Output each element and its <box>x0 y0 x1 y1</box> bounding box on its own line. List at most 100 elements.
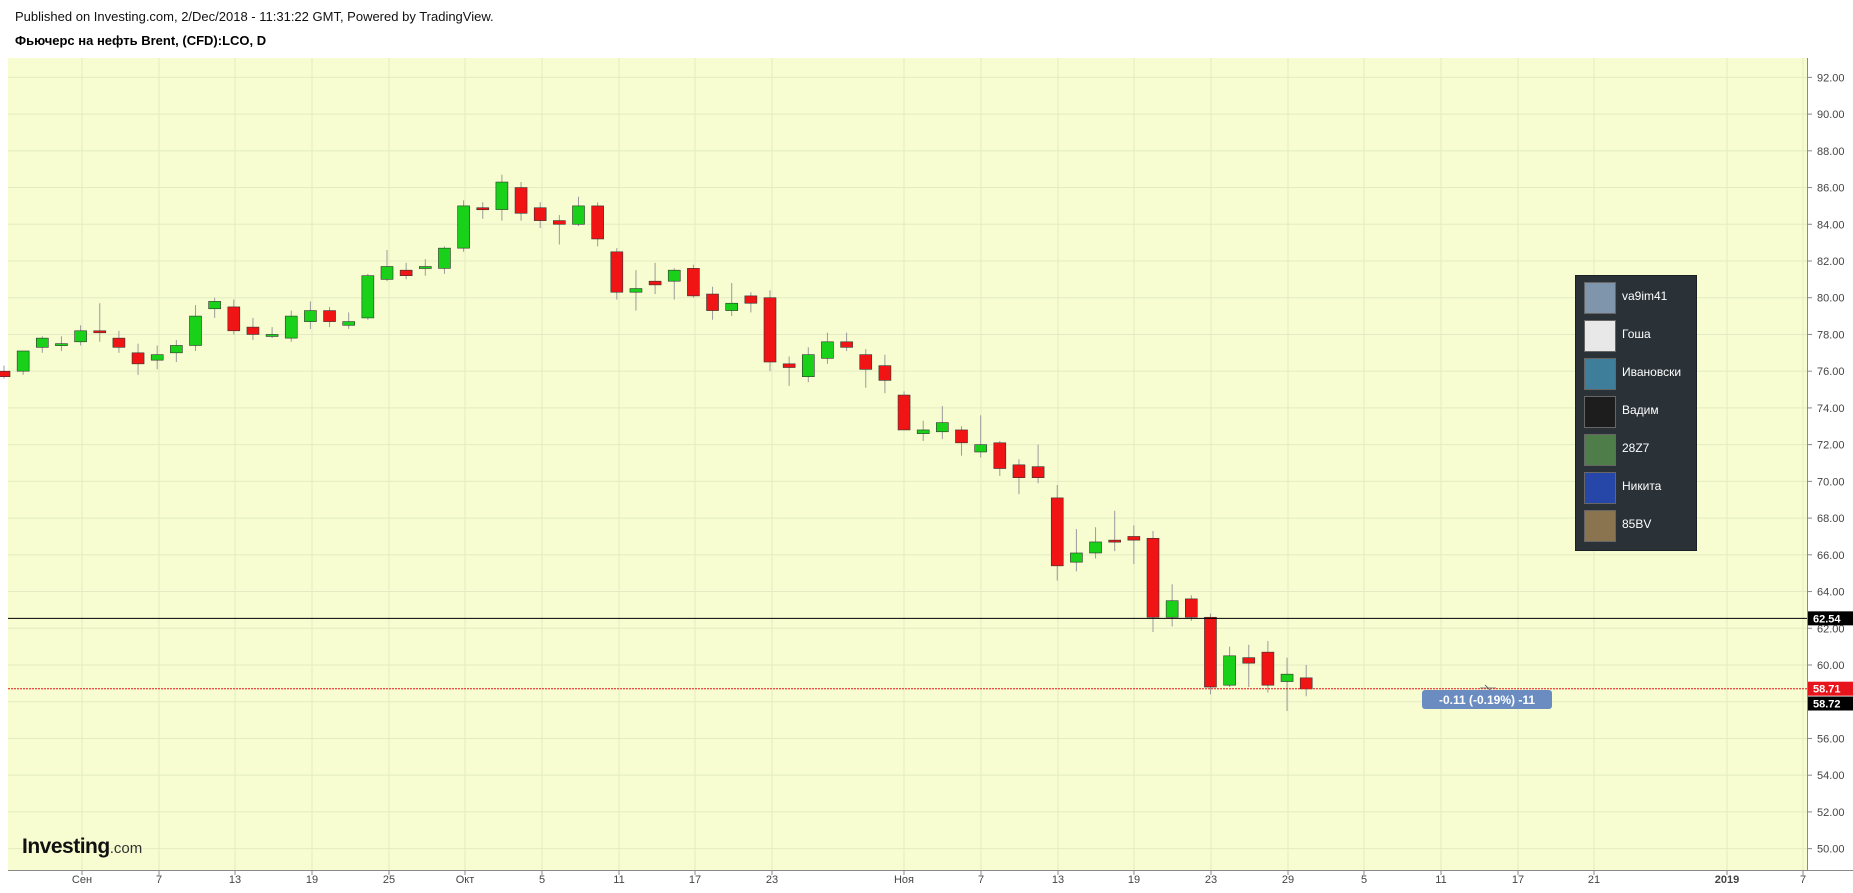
y-tick-label: 82.00 <box>1817 256 1845 268</box>
popup-user-5[interactable]: 28Z7 <box>1584 432 1694 466</box>
candle-body <box>399 269 413 276</box>
candle-body <box>93 330 107 334</box>
candle-body <box>687 268 700 297</box>
candle-body <box>1165 600 1179 618</box>
y-tick-label: 54.00 <box>1817 770 1845 782</box>
x-tick-label: 7 <box>156 874 162 886</box>
y-tick-label: 86.00 <box>1817 183 1845 195</box>
user-avatar <box>1584 472 1616 504</box>
candle-body <box>1031 466 1045 478</box>
candle-body <box>1299 677 1313 690</box>
candle-body <box>706 293 719 311</box>
y-tick-label: 70.00 <box>1817 476 1845 488</box>
y-tick-label: 50.00 <box>1817 844 1845 856</box>
y-tick-label: 60.00 <box>1817 660 1845 672</box>
price-label-58-71-bg <box>1808 681 1853 696</box>
candle-body <box>897 394 911 431</box>
y-tick-label: 80.00 <box>1817 293 1845 305</box>
candle-body <box>1089 541 1102 554</box>
candle-body <box>0 370 11 377</box>
candle-body <box>1146 537 1160 618</box>
candle-body <box>189 315 202 346</box>
x-tick-label: 5 <box>1361 874 1367 886</box>
candle-body <box>35 337 49 348</box>
user-name: Гоша <box>1622 327 1651 341</box>
candle-body <box>1185 598 1198 618</box>
candle-body <box>936 422 949 433</box>
x-tick-label: 17 <box>1512 874 1524 886</box>
candle-body <box>725 302 739 311</box>
x-tick-label: 13 <box>1052 874 1064 886</box>
user-avatar <box>1584 282 1616 314</box>
candle-body <box>112 337 126 348</box>
candle-body <box>572 205 585 225</box>
candle-body <box>974 444 987 453</box>
y-tick-label: 90.00 <box>1817 109 1845 121</box>
logo-main: Investing <box>22 835 110 858</box>
candle-body <box>1127 536 1141 541</box>
candle-body <box>208 301 221 310</box>
candle-body <box>782 363 796 368</box>
candle-body <box>1108 539 1121 543</box>
price-label-58-72-bg <box>1808 696 1853 711</box>
candle-body <box>55 343 68 346</box>
candle-body <box>763 297 777 363</box>
x-tick-label: 25 <box>383 874 395 886</box>
candle-body <box>227 306 241 332</box>
popup-user-7[interactable]: 85BV <box>1584 508 1694 542</box>
popup-user-1[interactable]: va9im41 <box>1584 280 1694 314</box>
user-avatar <box>1584 434 1616 466</box>
x-tick-label: Окт <box>456 874 475 886</box>
y-tick-label: 72.00 <box>1817 440 1845 452</box>
x-tick-label: 21 <box>1588 874 1600 886</box>
x-tick-label: 11 <box>1435 874 1446 886</box>
candle-body <box>553 220 566 225</box>
popup-user-2[interactable]: Гоша <box>1584 318 1694 352</box>
candle-body <box>476 207 490 211</box>
x-tick-label: 7 <box>1800 874 1806 886</box>
x-tick-label: 13 <box>229 874 241 886</box>
logo-suffix: .com <box>109 840 143 857</box>
popup-user-6[interactable]: Никита <box>1584 470 1694 504</box>
candle-body <box>1070 552 1083 563</box>
user-name: 85BV <box>1622 517 1652 531</box>
candle-body <box>170 345 183 354</box>
candle-body <box>744 295 758 304</box>
candle-body <box>1012 464 1026 478</box>
candle-body <box>284 315 298 339</box>
x-tick-label: 23 <box>766 874 778 886</box>
candle-body <box>380 266 394 280</box>
cursor-marker <box>1484 684 1492 692</box>
price-axis-background <box>1807 58 1853 870</box>
x-tick-label: 2019 <box>1715 874 1739 886</box>
price-label-58-71: 58.71 <box>1813 684 1841 696</box>
plot-background <box>8 58 1807 870</box>
candle-body <box>361 275 375 319</box>
candle-body <box>955 429 968 444</box>
y-tick-label: 84.00 <box>1817 219 1845 231</box>
x-tick-label: Ноя <box>894 874 914 886</box>
y-tick-label: 74.00 <box>1817 403 1845 415</box>
candle-body <box>495 181 509 210</box>
candle-body <box>323 310 336 322</box>
x-tick-label: 23 <box>1205 874 1217 886</box>
candle-body <box>840 341 853 348</box>
candle-body <box>648 280 662 286</box>
users-popup[interactable]: va9im41 Гоша Ивановски Вадим 28Z7 Никита… <box>1575 275 1697 551</box>
x-tick-label: 11 <box>613 874 624 886</box>
price-label-62-54: 62.54 <box>1813 613 1841 625</box>
user-avatar <box>1584 320 1616 352</box>
y-tick-label: 78.00 <box>1817 329 1845 341</box>
candle-body <box>304 310 317 322</box>
time-axis-background <box>0 870 1853 893</box>
popup-user-4[interactable]: Вадим <box>1584 394 1694 428</box>
candle-body <box>514 187 528 214</box>
popup-user-3[interactable]: Ивановски <box>1584 356 1694 390</box>
y-tick-label: 64.00 <box>1817 587 1845 599</box>
candle-body <box>438 247 451 269</box>
x-tick-label: 5 <box>539 874 545 886</box>
candle-body <box>993 442 1007 469</box>
candle-body <box>533 207 547 221</box>
candle-body <box>1261 651 1275 686</box>
